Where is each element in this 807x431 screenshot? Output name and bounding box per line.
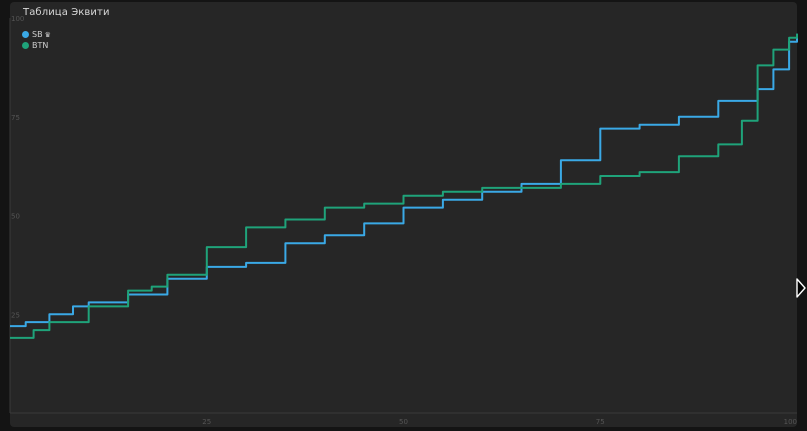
legend-item-btn[interactable]: BTN (22, 40, 51, 51)
chart-legend: SB ♛ BTN (22, 29, 51, 51)
legend-dot-sb (22, 31, 29, 38)
legend-label-sb: SB (32, 30, 43, 39)
x-tick-label: 25 (202, 418, 211, 426)
legend-label-btn: BTN (32, 41, 49, 50)
crown-icon: ♛ (44, 30, 51, 39)
y-tick-label: 75 (11, 114, 20, 122)
series-line-sb (10, 33, 798, 328)
tick-labels: 25 50 75 100 25 50 75 100 (11, 15, 797, 426)
x-tick-label: 100 (784, 418, 797, 426)
legend-item-sb[interactable]: SB ♛ (22, 29, 51, 40)
chart-axes (9, 18, 797, 414)
y-tick-label: 25 (11, 311, 20, 319)
y-tick-label: 50 (11, 213, 20, 221)
series-line-btn (10, 33, 798, 339)
legend-dot-btn (22, 42, 29, 49)
series-lines (10, 33, 798, 339)
x-tick-label: 50 (399, 418, 408, 426)
mouse-cursor-icon (796, 278, 806, 298)
y-tick-label: 100 (11, 15, 24, 23)
chart-title: Таблица Эквити (23, 7, 110, 18)
x-tick-label: 75 (596, 418, 605, 426)
